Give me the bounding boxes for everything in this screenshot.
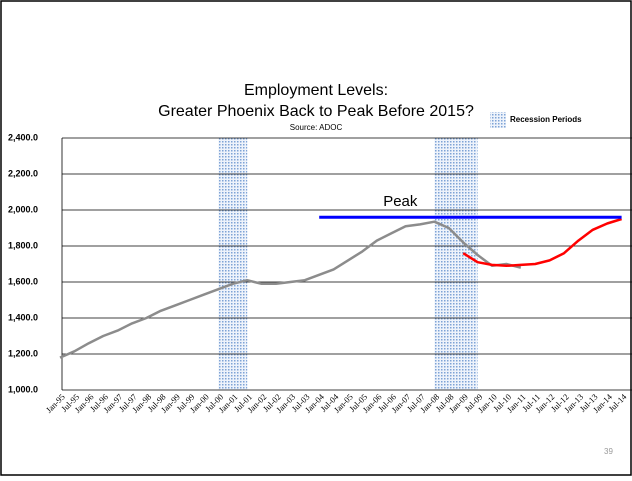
chart-title: Greater Phoenix Back to Peak Before 2015…	[158, 103, 474, 120]
series-line	[59, 220, 522, 359]
legend-label: Recession Periods	[510, 115, 582, 124]
page-number: 39	[604, 447, 613, 456]
y-tick-label: 2,000.0	[8, 204, 38, 214]
y-tick-label: 1,800.0	[8, 240, 38, 250]
y-tick-label: 1,000.0	[8, 384, 38, 394]
chart-subtitle: Source: ADOC	[290, 123, 343, 132]
recession-band	[218, 138, 248, 390]
series-line	[462, 217, 622, 268]
chart-title: Employment Levels:	[244, 82, 388, 99]
y-tick-label: 1,600.0	[8, 276, 38, 286]
y-tick-label: 2,200.0	[8, 168, 38, 178]
y-tick-label: 1,400.0	[8, 312, 38, 322]
y-tick-label: 2,400.0	[8, 132, 38, 142]
y-tick-label: 1,200.0	[8, 348, 38, 358]
peak-annotation: Peak	[383, 193, 418, 210]
recession-band	[434, 138, 478, 390]
legend-swatch	[490, 112, 506, 128]
